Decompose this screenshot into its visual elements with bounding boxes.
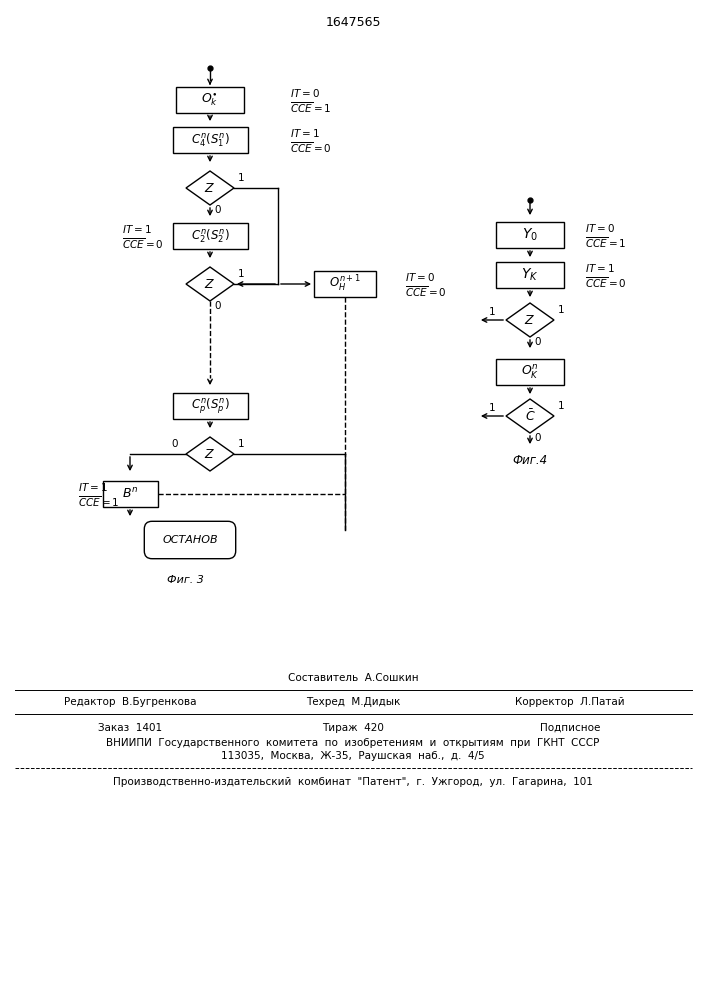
Text: $\overline{CCE}=0$: $\overline{CCE}=0$ <box>290 141 332 155</box>
Text: $C^{n}_{2}(S^{n}_{2})$: $C^{n}_{2}(S^{n}_{2})$ <box>191 227 229 245</box>
Bar <box>173 223 247 249</box>
Text: $Z$: $Z$ <box>204 448 216 460</box>
Polygon shape <box>506 399 554 433</box>
Text: $\bar{C}$: $\bar{C}$ <box>525 408 535 424</box>
Text: 1: 1 <box>238 173 245 183</box>
Text: 1: 1 <box>489 403 496 413</box>
Text: Техред  М.Дидык: Техред М.Дидык <box>306 697 400 707</box>
Polygon shape <box>506 303 554 337</box>
Text: Подписное: Подписное <box>540 723 600 733</box>
Text: 1: 1 <box>558 401 565 411</box>
Bar <box>173 393 247 419</box>
Text: $O^{\bullet}_{k}$: $O^{\bullet}_{k}$ <box>201 92 218 108</box>
Text: $IT=0$: $IT=0$ <box>585 222 615 234</box>
Text: 1: 1 <box>238 439 245 449</box>
Text: $IT=1$: $IT=1$ <box>122 223 152 235</box>
Text: $\overline{CCE}=1$: $\overline{CCE}=1$ <box>78 495 119 509</box>
Text: $O^{n+1}_{H}$: $O^{n+1}_{H}$ <box>329 274 361 294</box>
Polygon shape <box>186 437 234 471</box>
Text: $C^{n}_{p}(S^{n}_{p})$: $C^{n}_{p}(S^{n}_{p})$ <box>191 396 229 416</box>
Bar <box>314 271 376 297</box>
Text: $\overline{CCE}=1$: $\overline{CCE}=1$ <box>585 236 626 250</box>
Text: 0: 0 <box>214 205 221 215</box>
Text: $C^{n}_{4}(S^{n}_{1})$: $C^{n}_{4}(S^{n}_{1})$ <box>191 131 229 149</box>
Text: 1: 1 <box>558 305 565 315</box>
Text: $Y_{0}$: $Y_{0}$ <box>522 227 538 243</box>
Text: $IT=0$: $IT=0$ <box>290 87 320 99</box>
Text: $\overline{CCE}=0$: $\overline{CCE}=0$ <box>122 237 163 251</box>
Text: $O^{n}_{K}$: $O^{n}_{K}$ <box>521 363 539 381</box>
Bar <box>103 481 158 507</box>
Bar <box>176 87 244 113</box>
Text: Производственно-издательский  комбинат  "Патент",  г.  Ужгород,  ул.  Гагарина, : Производственно-издательский комбинат "П… <box>113 777 593 787</box>
Text: $Z$: $Z$ <box>204 182 216 194</box>
Text: $Z$: $Z$ <box>525 314 535 326</box>
Text: $IT=1$: $IT=1$ <box>78 481 107 493</box>
Text: Тираж  420: Тираж 420 <box>322 723 384 733</box>
Bar <box>496 222 564 248</box>
Text: $IT=0$: $IT=0$ <box>405 271 435 283</box>
Text: 0: 0 <box>534 433 540 443</box>
Text: Заказ  1401: Заказ 1401 <box>98 723 162 733</box>
Text: $IT=1$: $IT=1$ <box>585 262 615 274</box>
Bar <box>496 359 564 385</box>
Polygon shape <box>186 171 234 205</box>
Text: 0: 0 <box>534 337 540 347</box>
Text: ОСТАНОВ: ОСТАНОВ <box>162 535 218 545</box>
Bar <box>496 262 564 288</box>
Text: 0: 0 <box>214 301 221 311</box>
Text: 1: 1 <box>238 269 245 279</box>
Text: 0: 0 <box>172 439 178 449</box>
Polygon shape <box>186 267 234 301</box>
Text: 1647565: 1647565 <box>325 15 381 28</box>
Text: $\overline{CCE}=0$: $\overline{CCE}=0$ <box>405 285 447 299</box>
Text: $Z$: $Z$ <box>204 277 216 290</box>
Text: Составитель  А.Сошкин: Составитель А.Сошкин <box>288 673 419 683</box>
Text: $IT=1$: $IT=1$ <box>290 127 320 139</box>
Text: 1: 1 <box>489 307 496 317</box>
Text: 113035,  Москва,  Ж-35,  Раушская  наб.,  д.  4/5: 113035, Москва, Ж-35, Раушская наб., д. … <box>221 751 485 761</box>
Text: Корректор  Л.Патай: Корректор Л.Патай <box>515 697 625 707</box>
Bar <box>173 127 247 153</box>
Text: $Y_{K}$: $Y_{K}$ <box>521 267 539 283</box>
Text: $\overline{CCE}=0$: $\overline{CCE}=0$ <box>585 276 626 290</box>
Text: ВНИИПИ  Государственного  комитета  по  изобретениям  и  открытиям  при  ГКНТ  С: ВНИИПИ Государственного комитета по изоб… <box>106 738 600 748</box>
Text: Фиг.4: Фиг.4 <box>513 454 547 468</box>
Text: Фиг. 3: Фиг. 3 <box>167 575 204 585</box>
Text: $B^{n}$: $B^{n}$ <box>122 487 138 501</box>
Text: Редактор  В.Бугренкова: Редактор В.Бугренкова <box>64 697 197 707</box>
Text: $\overline{CCE}=1$: $\overline{CCE}=1$ <box>290 101 332 115</box>
FancyBboxPatch shape <box>144 521 235 559</box>
